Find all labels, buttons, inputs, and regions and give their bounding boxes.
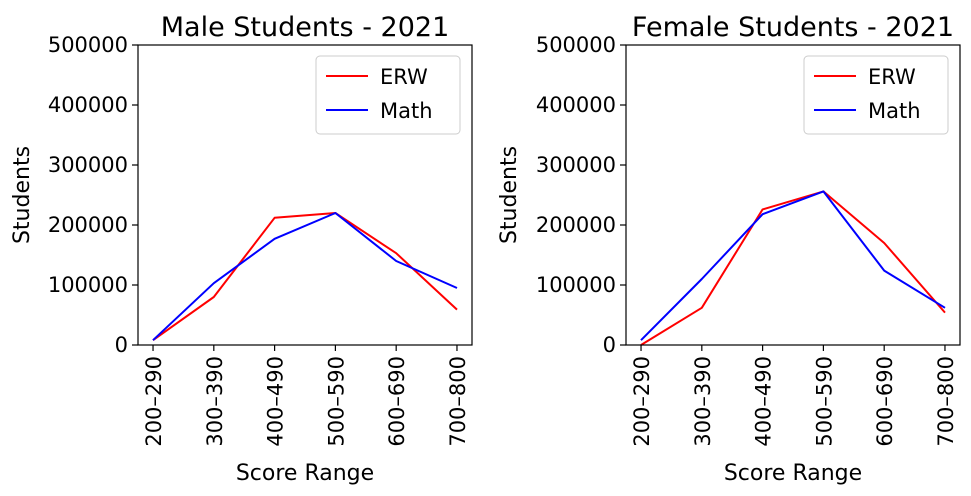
legend-label-erw: ERW	[868, 65, 916, 89]
y-axis-label: Students	[497, 146, 522, 244]
x-axis-label: Score Range	[724, 461, 862, 486]
y-tick-label: 200000	[536, 213, 616, 237]
x-tick-label: 500–590	[324, 356, 348, 447]
x-axis-label: Score Range	[236, 461, 374, 486]
x-tick-label: 600–690	[873, 356, 897, 447]
x-tick-label: 600–690	[385, 356, 409, 447]
plot-area: 0 100000 200000 300000 400000 500000 200–290 30…	[48, 33, 473, 447]
legend-label-erw: ERW	[380, 65, 428, 89]
y-tick-label: 500000	[536, 33, 616, 57]
chart-title: Male Students - 2021	[161, 12, 450, 43]
y-tick-label: 200000	[48, 213, 128, 237]
chart-title: Female Students - 2021	[632, 12, 954, 43]
x-tick-label: 300–390	[691, 356, 715, 447]
x-tick-label: 700–800	[446, 356, 470, 447]
legend-label-math: Math	[868, 99, 921, 123]
y-tick-label: 100000	[48, 273, 128, 297]
x-tick-label: 300–390	[203, 356, 227, 447]
chart-male-2021: Male Students - 2021 0 100000 200000 300000…	[10, 12, 473, 486]
x-tick-label: 400–490	[264, 356, 288, 447]
axes-frame	[625, 44, 961, 346]
y-tick-label: 400000	[536, 93, 616, 117]
series-line-erw	[640, 190, 946, 346]
x-tick-label: 400–490	[752, 356, 776, 447]
axes-frame	[137, 44, 473, 346]
y-tick-label: 0	[603, 333, 616, 357]
y-tick-label: 500000	[48, 33, 128, 57]
y-tick-label: 300000	[536, 153, 616, 177]
x-tick-label: 200–290	[142, 356, 166, 447]
series-line-erw	[152, 212, 458, 342]
series-line-math	[640, 190, 946, 341]
y-tick-label: 0	[115, 333, 128, 357]
y-tick-label: 300000	[48, 153, 128, 177]
x-tick-label: 700–800	[934, 356, 958, 447]
y-tick-label: 100000	[536, 273, 616, 297]
chart-female-2021: Female Students - 2021 0 100000 200000 3000…	[497, 12, 961, 486]
series-line-math	[152, 212, 458, 341]
x-tick-label: 500–590	[812, 356, 836, 447]
x-tick-label: 200–290	[630, 356, 654, 447]
plot-area: 0 100000 200000 300000 400000 500000 200–290 30…	[536, 33, 961, 447]
y-axis-label: Students	[10, 146, 35, 244]
legend-label-math: Math	[380, 99, 433, 123]
y-tick-label: 400000	[48, 93, 128, 117]
